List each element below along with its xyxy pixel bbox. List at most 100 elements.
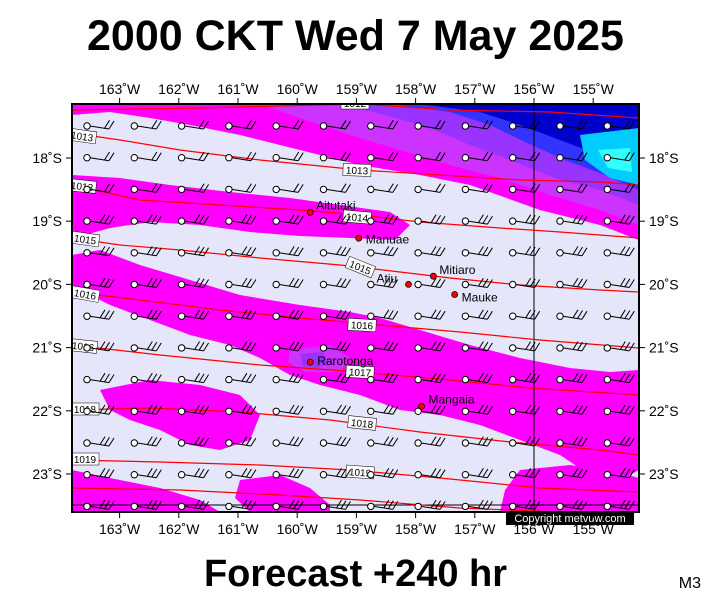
isobar-label: 1018 [350,418,374,431]
wind-barb [319,499,351,511]
wind-barb [509,341,541,352]
wind-barb [367,183,399,194]
wind-barb [177,246,210,257]
isobar-label: 1013 [70,131,94,145]
lat-label: 20˚S [32,276,62,292]
wind-barb [367,246,399,257]
wind-barb [225,277,257,289]
wind-barb [130,499,162,511]
forecast-label: Forecast +240 hr [203,553,508,595]
wind-barb [177,214,210,225]
wind-barb [461,277,493,289]
wind-barb [83,246,115,257]
wind-barb [509,214,541,225]
lat-label: 19˚S [649,213,679,229]
wind-barb [603,214,635,225]
lat-label: 18˚S [32,150,62,166]
isobar-label: 1014 [345,212,369,225]
lat-label: 22˚S [32,403,62,419]
isobar-1019b [72,487,561,512]
wind-barb [367,372,399,384]
wind-barb [319,246,351,257]
wind-barb [130,246,162,257]
place-label: Manuae [366,232,410,246]
wind-barb [367,120,399,130]
lon-label: 155˚W [573,81,615,97]
wind-barb [603,499,635,511]
isobar-label: 1015 [73,234,97,248]
copyright-box [506,511,634,525]
lat-label: 21˚S [649,340,679,356]
lat-label: 22˚S [649,403,679,419]
isobar-label: 1012 [344,99,367,110]
wind-barb [603,341,635,352]
wind-barb [461,341,493,352]
wind-barb [556,183,588,194]
wind-barb [83,151,115,162]
isobar-label: 1017 [349,367,372,379]
wind-barb [461,404,493,415]
wind-barb [177,309,210,320]
wind-barb [272,183,304,194]
wind-barb [272,309,304,320]
wind-barb [225,309,257,320]
wind-barb [509,436,541,447]
lon-label: 159˚W [336,521,378,537]
wind-barb [83,499,115,511]
wind-barb [603,246,635,257]
wind-barb [461,214,493,225]
wind-barb [272,499,304,511]
chart-title: 2000 CKT Wed 7 May 2025 [87,12,624,60]
lon-label: 158˚W [395,81,437,97]
wind-barb [83,436,115,447]
isobars [72,104,639,512]
wind-barb [603,468,635,479]
place-marker: Aitutaki [306,198,356,216]
wind-barb [272,246,304,257]
wind-barb [83,120,115,130]
wind-barb [225,468,257,479]
wind-barb [319,309,351,320]
lon-label: 158˚W [395,521,437,537]
wind-barb [509,372,541,384]
wind-barb [414,183,446,194]
wind-barb [130,120,162,130]
rain-band-south-2 [235,475,330,512]
lon-labels-bottom: 163˚W 162˚W 161˚W 160˚W 159˚W 158˚W 157˚W 156˚W… [99,512,615,537]
isobar-label: 1016 [351,320,374,332]
wind-barb [461,499,493,511]
place-dot [429,272,437,280]
place-label: Aitutaki [316,198,355,212]
wind-barb [272,372,304,384]
wind-barb [130,151,162,162]
lon-label: 156˚W [513,521,555,537]
rain-band-north-deepblue [420,104,639,170]
place-label: Mitiaro [439,263,475,277]
wind-barbs [83,120,635,511]
lon-label: 163˚W [99,81,141,97]
wind-barb [83,309,115,320]
wind-barb [367,404,399,415]
place-marker: Mangaia [418,392,475,410]
lon-label: 163˚W [99,521,141,537]
lon-label: 156˚W [513,81,555,97]
lon-label: 160˚W [277,521,319,537]
wind-barb [225,120,257,130]
wind-barb [272,214,304,225]
wind-barb [414,151,446,162]
wind-barb [556,404,588,415]
place-marker: Manuae [355,232,410,246]
lon-labels-top: 163˚W 162˚W 161˚W 160˚W 159˚W 158˚W 157˚W 156˚W… [99,81,615,104]
wind-barb [225,214,257,225]
wind-barb [272,151,304,162]
place-label: Atiu [376,271,397,285]
wind-barb [509,246,541,257]
wind-barb [83,277,115,289]
wind-barb [603,151,635,162]
wind-barb [367,436,399,447]
wind-barb [225,372,257,384]
wind-barb [556,277,588,289]
wind-barb [414,214,446,225]
wind-barb [177,151,210,162]
